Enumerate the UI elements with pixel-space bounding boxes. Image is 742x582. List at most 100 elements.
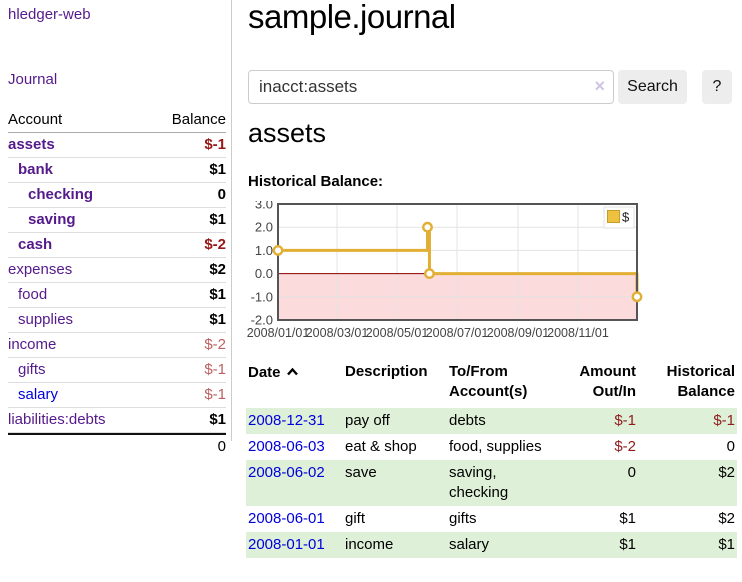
historical-balance-chart: $3.0 2.0 1.0 0.0 -1.0 -2.0 2008/01/01 2008/03/0… [245,197,645,346]
search-box: × [248,70,614,104]
register-body: 2008-12-31 pay off debts $-1 $-1 2008-06-03 ea… [246,408,737,558]
account-link-checking[interactable]: checking [28,186,94,203]
transaction-date-link[interactable]: 2008-12-31 [248,412,325,429]
transaction-description: income [343,532,447,558]
app-title-link[interactable]: hledger-web [8,6,91,23]
account-balance: $2 [209,261,226,278]
sort-ascending-icon [286,362,299,382]
historical-balance-label: Historical Balance: [248,173,384,190]
account-balance: 0 [217,186,226,203]
account-row: cash $-2 [8,233,226,258]
account-link-income[interactable]: income [8,336,57,353]
account-balance: $-1 [204,136,226,153]
transaction-description: gift [345,510,366,527]
svg-text:2008/03/01: 2008/03/01 [306,326,369,340]
sidebar: hledger-web Journal Account Balance asse… [0,0,232,455]
transaction-date-link[interactable]: 2008-06-01 [248,510,325,527]
account-heading: assets [248,118,327,148]
accounts-rows: assets $-1 bank $1 checking 0 saving $1 cash $-2 e… [8,133,226,433]
account-row: gifts $-1 [8,358,226,383]
transaction-description: eat & shop [345,438,417,455]
svg-text:2008/05/01: 2008/05/01 [366,326,429,340]
transaction-amount: $1 [565,532,638,558]
accounts-total-row: 0 [8,433,226,459]
search-button[interactable]: Search [618,70,687,104]
transaction-amount: 0 [565,460,638,506]
account-balance: $1 [209,311,226,328]
date-header-label: Date [248,364,281,381]
svg-text:2008/07/01: 2008/07/01 [426,326,489,340]
transaction-amount: $-2 [614,438,636,455]
accounts-header-balance: Balance [171,111,226,128]
table-row: 2008-06-02 save saving, checking 0 $2 [246,460,737,506]
account-row: liabilities:debts $1 [8,408,226,433]
account-row: saving $1 [8,208,226,233]
page-title: sample.journal [248,0,456,35]
account-link-salary[interactable]: salary [18,386,59,403]
account-balance: $1 [209,411,226,428]
register-table: Date Description To/From Account(s) Amou… [246,362,737,558]
accounts-total-value: 0 [217,438,226,455]
transaction-balance: $2 [638,460,737,506]
account-link-supplies[interactable]: supplies [18,311,74,328]
svg-text:3.0: 3.0 [255,201,273,212]
account-row: income $-2 [8,333,226,358]
account-link-food[interactable]: food [18,286,48,303]
transaction-accounts: saving, checking [447,460,565,506]
account-row: salary $-1 [8,383,226,408]
transaction-date-link[interactable]: 2008-01-01 [248,536,325,553]
svg-text:2.0: 2.0 [255,220,273,235]
svg-text:$: $ [622,210,630,225]
column-header-date[interactable]: Date [246,362,343,408]
account-link-bank[interactable]: bank [18,161,54,178]
column-header-amount: Amount Out/In [579,363,636,400]
table-row: 2008-06-01 gift gifts $1 $2 [246,506,737,532]
account-balance: $-1 [204,361,226,378]
account-row: checking 0 [8,183,226,208]
search-input[interactable] [248,70,614,104]
transaction-date-cell: 2008-06-01 [246,506,343,532]
clear-search-icon[interactable]: × [594,76,605,96]
svg-text:2008/09/01: 2008/09/01 [487,326,550,340]
transaction-date-cell: 2008-06-03 [246,434,343,460]
account-row: assets $-1 [8,133,226,158]
column-header-balance: Historical Balance [666,363,735,400]
account-link-liabilities-debts[interactable]: liabilities:debts [8,411,106,428]
accounts-header-account: Account [8,111,63,128]
svg-text:-2.0: -2.0 [251,313,273,328]
transaction-description: save [343,460,447,506]
account-link-assets[interactable]: assets [8,136,55,153]
sidebar-item-journal[interactable]: Journal [8,71,58,88]
account-balance: $-2 [204,236,226,253]
account-link-gifts[interactable]: gifts [18,361,46,378]
transaction-accounts: debts [447,408,565,434]
transaction-balance: $1 [638,532,737,558]
column-header-accounts: To/From Account(s) [449,363,528,400]
transaction-balance: 0 [726,438,735,455]
transaction-amount: $1 [619,510,636,527]
account-balance: $1 [209,211,226,228]
transaction-date-cell: 2008-12-31 [246,408,343,434]
transaction-date-link[interactable]: 2008-06-03 [248,438,325,455]
svg-text:1.0: 1.0 [255,243,273,258]
transaction-amount: $-1 [565,408,638,434]
register-header-row: Date Description To/From Account(s) Amou… [246,362,737,408]
help-button[interactable]: ? [702,70,732,104]
transaction-accounts: food, supplies [449,438,542,455]
account-link-expenses[interactable]: expenses [8,261,73,278]
transaction-accounts: salary [447,532,565,558]
account-row: bank $1 [8,158,226,183]
account-link-cash[interactable]: cash [18,236,53,253]
transaction-balance: $2 [718,510,735,527]
transaction-description: pay off [343,408,447,434]
transaction-date-cell: 2008-01-01 [246,532,343,558]
account-row: food $1 [8,283,226,308]
svg-text:0.0: 0.0 [255,266,273,281]
account-balance: $-2 [204,336,226,353]
table-row: 2008-06-03 eat & shop food, supplies $-2 0 [246,434,737,460]
transaction-balance: $-1 [638,408,737,434]
account-row: expenses $2 [8,258,226,283]
transaction-date-link[interactable]: 2008-06-02 [248,464,325,481]
accounts-table: Account Balance assets $-1 bank $1 checking 0… [8,108,226,459]
account-link-saving[interactable]: saving [28,211,76,228]
